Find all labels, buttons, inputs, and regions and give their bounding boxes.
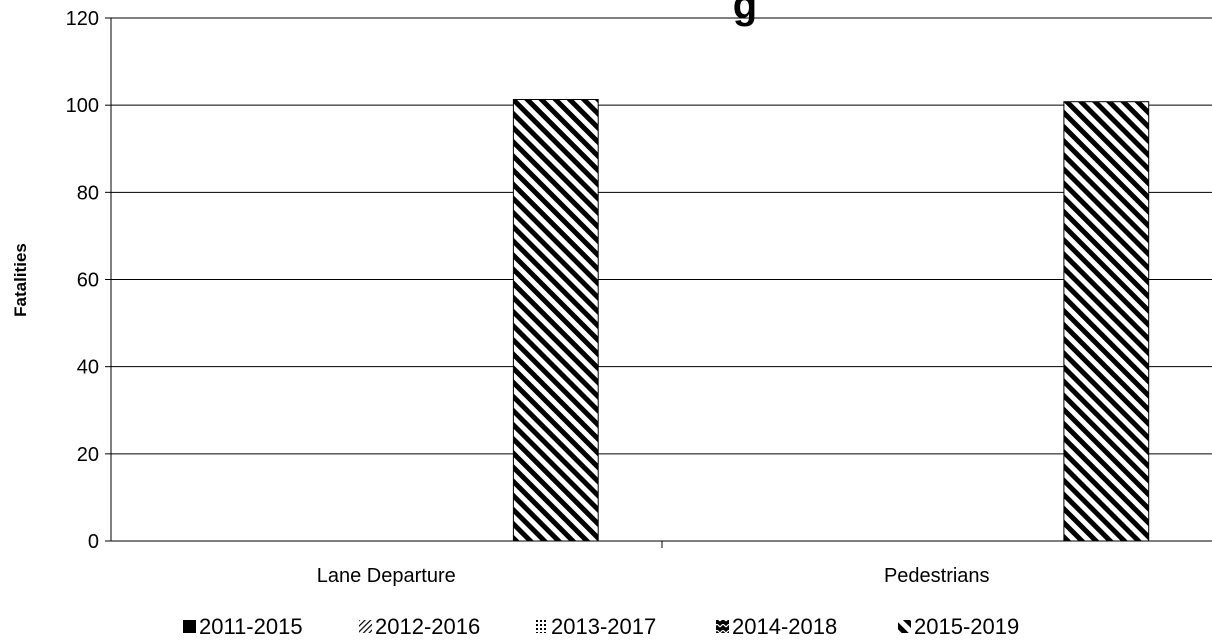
y-tick-label: 60 [77, 270, 99, 292]
y-tick-label: 20 [77, 444, 99, 466]
legend-swatch [716, 620, 729, 633]
bar-2015-2019 [512, 99, 599, 542]
x-category-label: Pedestrians [884, 565, 990, 587]
legend-swatch [359, 620, 372, 633]
legend-label: 2015-2019 [914, 614, 1019, 639]
chart-title-fragment: g [733, 0, 757, 27]
y-tick-label: 0 [88, 531, 99, 553]
axes [110, 18, 1212, 548]
y-tick-label: 40 [77, 357, 99, 379]
legend-swatch [535, 620, 548, 633]
bars [512, 99, 1150, 542]
grid [111, 17, 1212, 455]
legend: 2011-2015 2012-2016 2013-2017 2014-2018 2015… [183, 614, 1019, 639]
legend-swatch [898, 620, 911, 633]
y-tick-label: 120 [66, 8, 99, 30]
legend-label: 2011-2015 [199, 614, 303, 639]
bar-2015-2019 [1063, 101, 1150, 542]
y-axis-title: Fatalities [11, 243, 30, 317]
legend-label: 2013-2017 [551, 614, 656, 639]
y-axis-ticks: 0 20 40 60 80 100 120 [66, 8, 111, 553]
legend-label: 2014-2018 [732, 614, 837, 639]
x-category-label: Lane Departure [317, 565, 456, 587]
legend-swatch [183, 620, 196, 633]
x-axis-labels: Lane Departure Pedestrians [317, 565, 990, 587]
legend-label: 2012-2016 [375, 614, 480, 639]
y-tick-label: 80 [77, 182, 99, 204]
y-tick-label: 100 [66, 95, 99, 117]
